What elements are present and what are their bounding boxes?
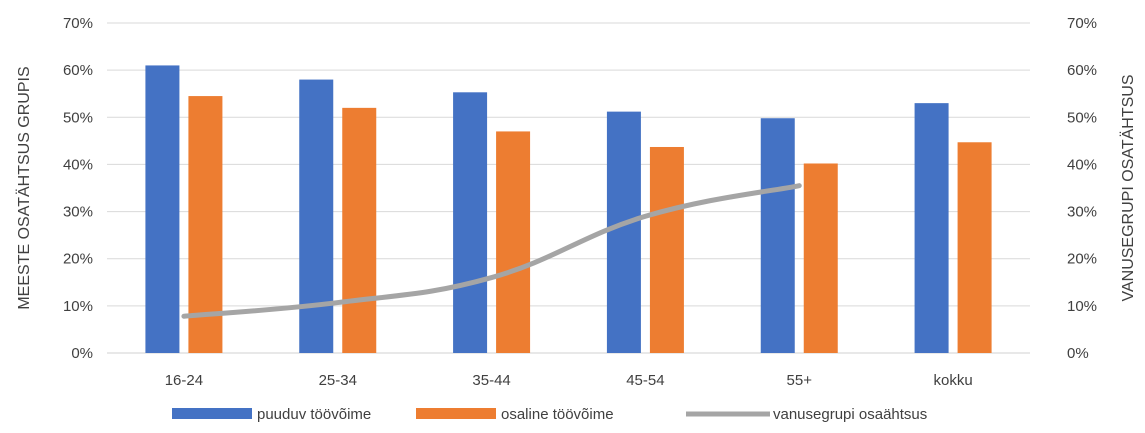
bar-puuduv [453,92,488,354]
left-tick-label: 60% [63,62,93,79]
x-tick-label: 35-44 [472,372,510,389]
legend-label-puuduv: puuduv töövõime [257,406,371,423]
left-tick-label: 10% [63,298,93,315]
right-tick-label: 60% [1067,62,1097,79]
bar-osaline [342,107,377,353]
left-axis: 0% 10% 20% 30% 40% 50% 60% 70% [63,15,93,362]
left-tick-label: 0% [71,345,93,362]
x-tick-label: 55+ [787,372,813,389]
left-tick-label: 40% [63,156,93,173]
bar-puuduv [145,65,180,353]
bar-osaline [496,131,531,353]
x-tick-label: 16-24 [165,372,203,389]
legend-swatch-osaline [416,408,496,419]
right-tick-label: 0% [1067,345,1089,362]
bar-osaline [188,96,223,354]
left-tick-label: 70% [63,15,93,32]
bar-puuduv [760,118,795,353]
legend-swatch-puuduv [172,408,252,419]
right-tick-label: 30% [1067,204,1097,221]
bars [145,65,992,354]
bar-osaline [957,142,992,353]
left-tick-label: 50% [63,109,93,126]
bar-puuduv [914,103,949,354]
right-tick-label: 40% [1067,156,1097,173]
bar-osaline [803,163,838,353]
left-tick-label: 30% [63,204,93,221]
right-tick-label: 20% [1067,251,1097,268]
x-tick-label: kokku [933,372,972,389]
right-tick-label: 50% [1067,109,1097,126]
right-tick-label: 70% [1067,15,1097,32]
bar-osaline [649,146,684,353]
right-axis: 0% 10% 20% 30% 40% 50% 60% 70% [1067,15,1097,362]
line-series [181,183,802,319]
bar-puuduv [299,79,334,354]
x-tick-label: 45-54 [626,372,664,389]
x-tick-label: 25-34 [319,372,357,389]
right-axis-title: VANUSEGRUPI OSATÄHTSUS [1119,75,1137,302]
x-axis: 16-24 25-34 35-44 45-54 55+ kokku [165,372,973,389]
legend-label-osaline: osaline töövõime [501,406,614,423]
legend: puuduv töövõime osaline töövõime vanuseg… [172,406,927,423]
bar-puuduv [606,111,641,353]
left-tick-label: 20% [63,251,93,268]
gridlines [107,22,1030,354]
right-tick-label: 10% [1067,298,1097,315]
legend-label-vanusegrupi: vanusegrupi osaähtsus [773,406,927,423]
left-axis-title: MEESTE OSATÄHTSUS GRUPIS [15,66,33,309]
line-vanusegrupi-osaahtsus [181,183,802,319]
